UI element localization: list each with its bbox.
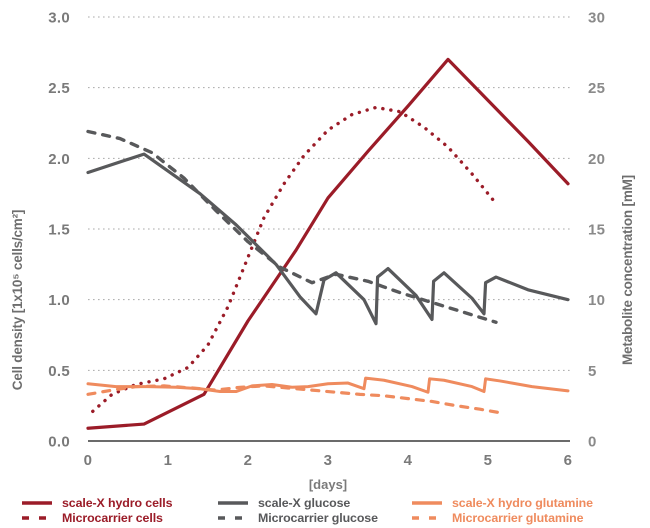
legend-item: scale-X hydro cells — [22, 496, 173, 510]
x-axis-unit-label: [days] — [309, 477, 347, 492]
gridlines — [88, 16, 570, 371]
y-tick-right: 5 — [588, 363, 597, 380]
x-tick: 6 — [564, 452, 573, 469]
x-tick: 0 — [84, 452, 93, 469]
tick-labels: 0.0 0.5 1.0 1.5 2.0 2.5 3.0 0 5 10 15 20 25 30 0 1 2 3 4 5 6 — [48, 10, 605, 470]
legend-item: Microcarrier glutamine — [412, 511, 584, 525]
y-tick-right: 15 — [588, 222, 605, 239]
y-tick-left: 1.0 — [48, 292, 70, 309]
legend-item: scale-X hydro glutamine — [412, 496, 593, 510]
y-tick-right: 30 — [588, 10, 605, 27]
x-tick: 5 — [484, 452, 493, 469]
x-tick: 2 — [244, 452, 253, 469]
legend-label: Microcarrier glutamine — [452, 511, 584, 525]
x-tick: 1 — [164, 452, 173, 469]
legend-label: Microcarrier glucose — [258, 511, 378, 525]
y-tick-left: 1.5 — [48, 222, 70, 239]
y-axis-right-title: Metabolite concentration [mM] — [620, 175, 635, 365]
legend-label: scale-X glucose — [258, 496, 350, 510]
series-microcarrier-glutamine — [86, 384, 502, 415]
y-tick-left: 2.5 — [48, 80, 70, 97]
legend-label: Microcarrier cells — [62, 511, 163, 525]
y-axis-left-title: Cell density [1x10⁵ cells/cm²] — [10, 210, 25, 390]
series-group — [86, 57, 570, 430]
y-tick-right: 10 — [588, 292, 605, 309]
y-tick-right: 20 — [588, 151, 605, 168]
series-scale-x-hydro-glutamine — [86, 376, 570, 394]
y-tick-left: 3.0 — [48, 10, 70, 27]
legend-item: scale-X glucose — [218, 496, 350, 510]
x-tick: 3 — [324, 452, 333, 469]
legend-label: scale-X hydro cells — [62, 496, 173, 510]
series-microcarrier-cells — [91, 105, 498, 414]
series-microcarrier-glucose — [86, 129, 498, 324]
y-tick-right: 0 — [588, 434, 597, 451]
y-tick-left: 2.0 — [48, 151, 70, 168]
y-tick-right: 25 — [588, 80, 605, 97]
y-tick-left: 0.5 — [48, 363, 70, 380]
legend-label: scale-X hydro glutamine — [452, 496, 593, 510]
y-tick-left: 0.0 — [48, 434, 70, 451]
series-scale-x-hydro-cells — [86, 57, 570, 430]
series-scale-x-glucose — [86, 152, 570, 326]
legend-item: Microcarrier cells — [22, 511, 163, 525]
legend-item: Microcarrier glucose — [218, 511, 378, 525]
x-tick: 4 — [404, 452, 413, 469]
